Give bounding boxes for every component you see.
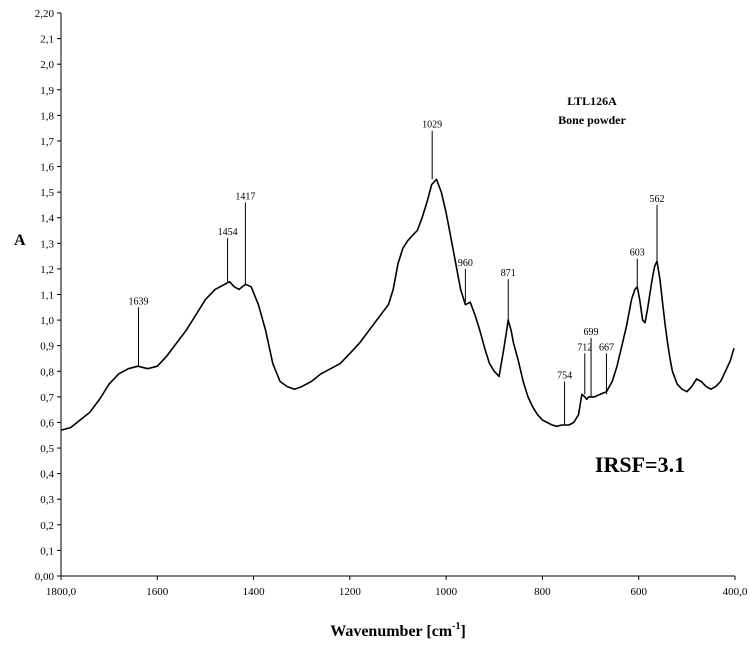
sample-label-line-2: Bone powder: [558, 113, 626, 127]
x-axis-title: Wavenumber [cm-1]: [330, 621, 466, 640]
y-tick-label: 1,4: [40, 213, 54, 225]
y-tick-label: 2,1: [40, 34, 54, 46]
peak-label: 603: [630, 248, 645, 259]
peak-label: 871: [501, 268, 516, 279]
y-tick-label: 1,0: [40, 315, 54, 327]
x-axis-ticks: 1800,0 1600 1400 1200 1000 800 600 400,0: [46, 576, 748, 598]
y-tick-label: 0,5: [40, 443, 54, 455]
y-axis-ticks: 0,00 0,1 0,2 0,3 0,4 0,5 0,6 0,7 0,8 0,9 1,0 1,1 1,2…: [35, 8, 61, 583]
x-tick-label: 1200: [339, 586, 362, 598]
x-axis-title-superscript: -1: [452, 621, 460, 632]
peak-label: 562: [650, 194, 665, 205]
y-tick-label: 1,8: [40, 110, 54, 122]
x-axis-title-main: Wavenumber [cm: [330, 623, 453, 640]
peak-label: 712: [577, 342, 592, 353]
y-tick-label: 0,7: [40, 392, 54, 404]
x-tick-label: 400,0: [723, 586, 748, 598]
y-tick-label: 2,0: [40, 59, 54, 71]
y-tick-label: 0,2: [40, 520, 54, 532]
y-tick-label: 0,3: [40, 494, 54, 506]
y-tick-label: 2,20: [35, 8, 55, 20]
peak-label: 699: [584, 327, 599, 338]
x-tick-label: 1800,0: [46, 586, 77, 598]
irsf-annotation: IRSF=3.1: [595, 452, 685, 477]
y-tick-label: 1,9: [40, 85, 54, 97]
peak-label: 1029: [422, 120, 442, 131]
y-tick-label: 1,6: [40, 162, 54, 174]
peak-label: 1454: [218, 227, 238, 238]
x-tick-label: 1000: [435, 586, 458, 598]
x-tick-label: 1400: [243, 586, 266, 598]
y-axis-title: A: [14, 232, 26, 249]
peak-label: 1417: [235, 191, 255, 202]
peak-label: 667: [599, 342, 614, 353]
x-tick-label: 600: [630, 586, 647, 598]
peak-label: 754: [557, 371, 572, 382]
spectrum-line: [60, 178, 735, 431]
y-tick-label: 1,1: [40, 290, 54, 302]
y-tick-label: 0,4: [40, 469, 54, 481]
peak-label: 960: [458, 258, 473, 269]
y-tick-label: 1,2: [40, 264, 54, 276]
y-tick-label: 0,00: [35, 571, 55, 583]
y-tick-label: 1,7: [40, 136, 54, 148]
sample-label-line-1: LTL126A: [567, 94, 617, 108]
y-tick-label: 1,5: [40, 187, 54, 199]
peak-label: 1639: [129, 296, 149, 307]
x-axis-title-suffix: ]: [460, 623, 465, 640]
y-tick-label: 0,1: [40, 545, 54, 557]
y-tick-label: 0,8: [40, 366, 54, 378]
y-tick-label: 1,3: [40, 238, 54, 250]
x-tick-label: 1600: [146, 586, 169, 598]
y-tick-label: 0,9: [40, 341, 54, 353]
x-tick-label: 800: [534, 586, 551, 598]
y-tick-label: 0,6: [40, 417, 54, 429]
